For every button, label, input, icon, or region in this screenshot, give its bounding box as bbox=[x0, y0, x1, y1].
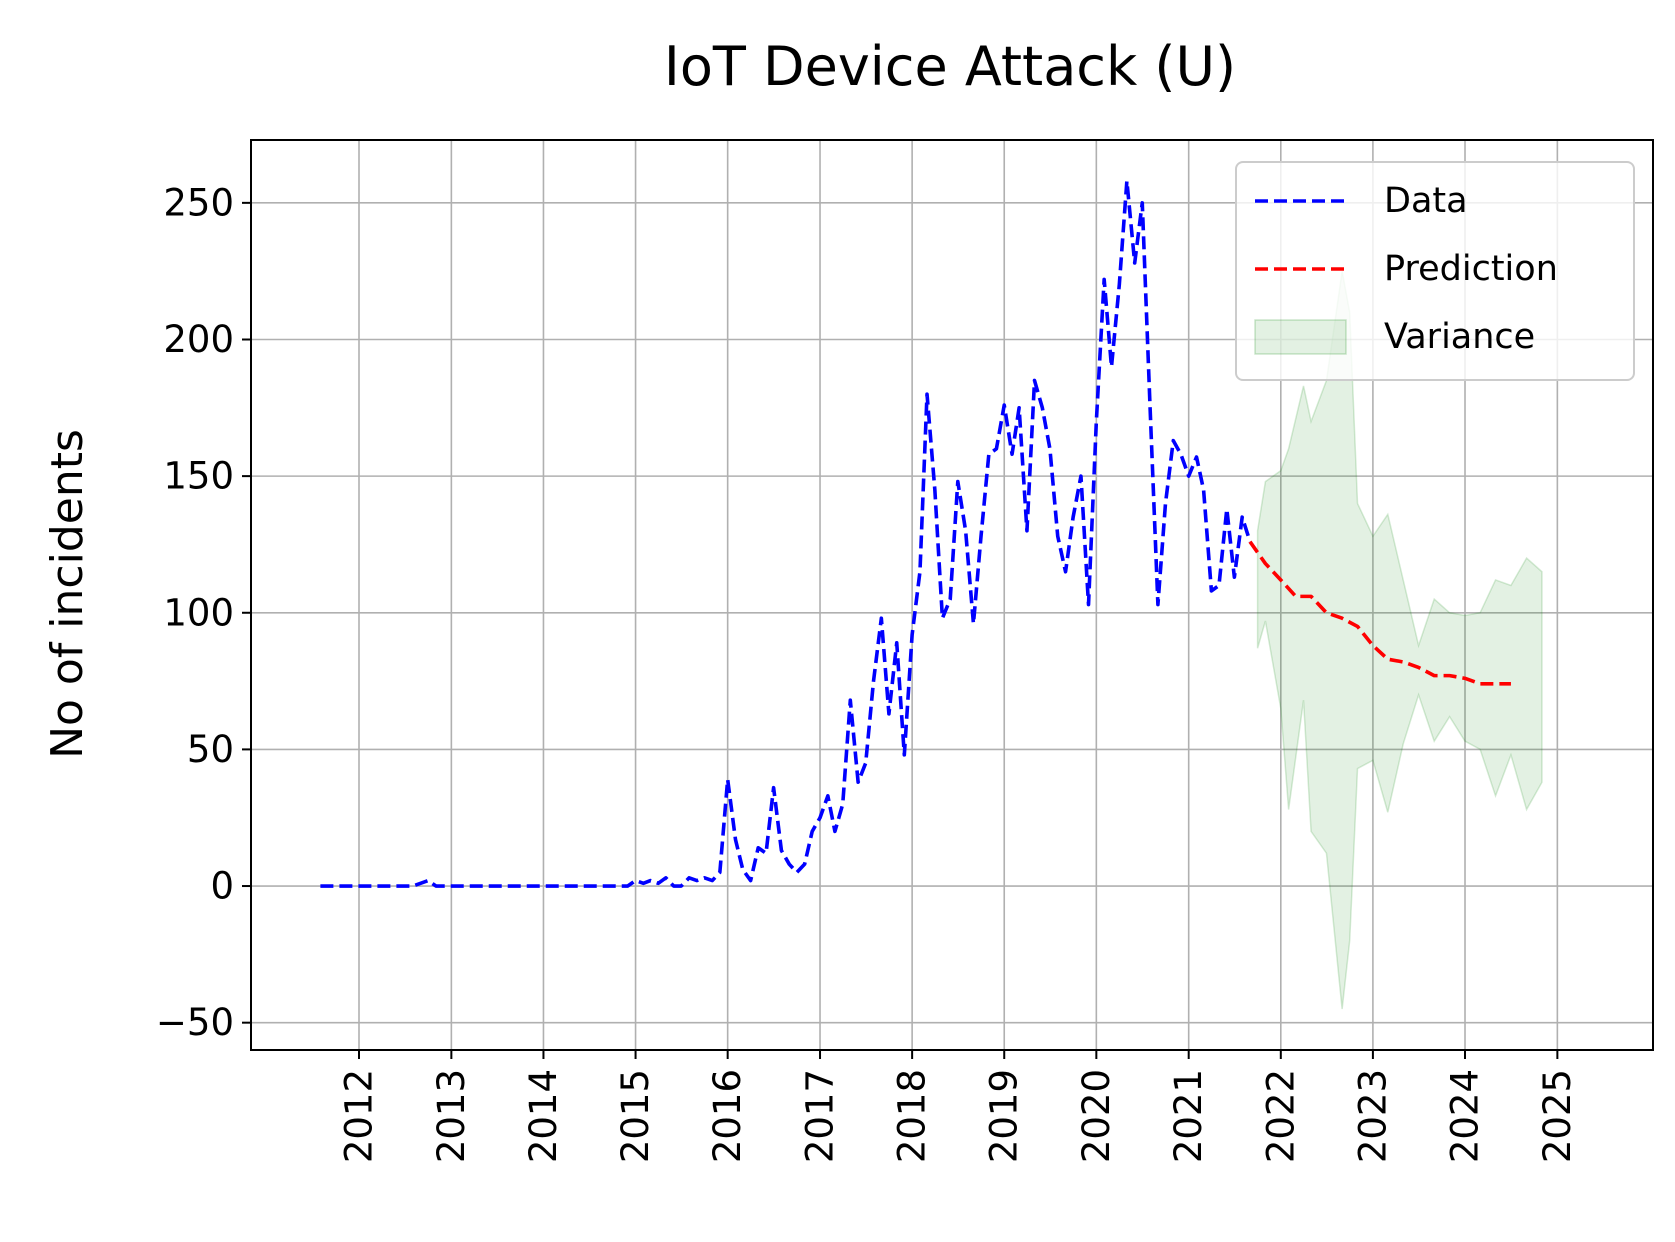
x-tick-label: 2022 bbox=[1259, 1069, 1302, 1163]
legend-box bbox=[1235, 161, 1635, 381]
x-tick-label: 2025 bbox=[1536, 1069, 1579, 1163]
plot-frame bbox=[250, 139, 1654, 1051]
y-tick-label: −50 bbox=[156, 1001, 234, 1044]
legend-swatch bbox=[1254, 319, 1347, 355]
x-tick-label: 2013 bbox=[430, 1069, 473, 1163]
x-tick-label: 2018 bbox=[891, 1069, 934, 1163]
legend-label: Prediction bbox=[1384, 249, 1558, 289]
y-tick-label: 250 bbox=[163, 181, 234, 224]
x-tick-label: 2024 bbox=[1444, 1069, 1487, 1163]
x-tick-label: 2014 bbox=[522, 1069, 565, 1163]
legend: Data Prediction Variance bbox=[1235, 161, 1635, 381]
y-axis-label: No of incidents bbox=[42, 429, 93, 759]
y-tick-label: 150 bbox=[163, 455, 234, 498]
y-tick-label: 200 bbox=[163, 318, 234, 361]
legend-label: Variance bbox=[1384, 317, 1535, 357]
x-tick-label: 2017 bbox=[799, 1069, 842, 1163]
y-axis: −50 0 50 100 150 200 250 bbox=[156, 181, 251, 1044]
x-axis: 2012 2013 2014 2015 2016 2017 2018 2019 2020 2021… bbox=[338, 1050, 1579, 1163]
legend-label: Data bbox=[1384, 181, 1468, 221]
data-line bbox=[320, 179, 1252, 888]
x-tick-label: 2019 bbox=[983, 1069, 1026, 1163]
x-tick-label: 2023 bbox=[1351, 1069, 1394, 1163]
x-tick-label: 2021 bbox=[1167, 1069, 1210, 1163]
prediction-line bbox=[1248, 540, 1511, 686]
x-tick-label: 2015 bbox=[614, 1069, 657, 1163]
y-tick-label: 50 bbox=[187, 728, 234, 771]
chart-title: IoT Device Attack (U) bbox=[664, 35, 1236, 98]
x-tick-label: 2016 bbox=[706, 1069, 749, 1163]
y-tick-label: 100 bbox=[163, 591, 234, 634]
x-tick-label: 2012 bbox=[338, 1069, 381, 1163]
series-lines bbox=[320, 179, 1511, 888]
x-tick-label: 2020 bbox=[1075, 1069, 1118, 1163]
y-tick-label: 0 bbox=[210, 865, 234, 908]
